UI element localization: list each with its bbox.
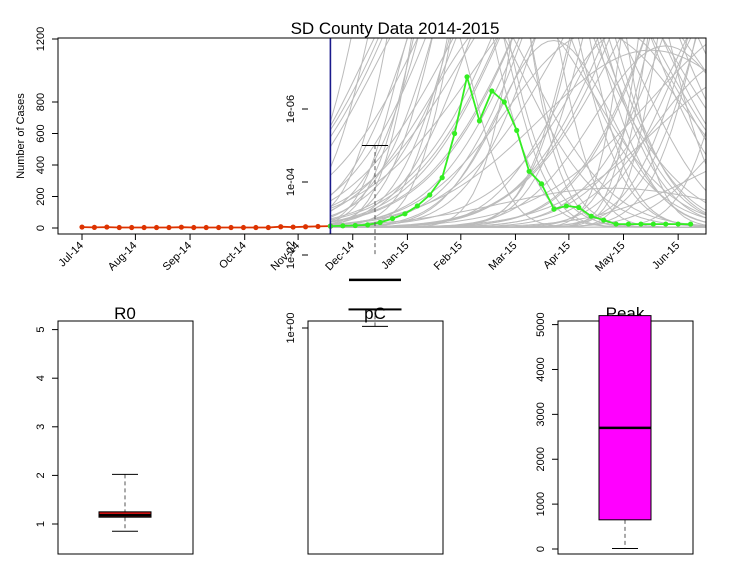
observed-point — [166, 225, 171, 230]
boxplot-r0: R0 1 2 3 4 5 — [35, 304, 193, 554]
y-tick-label: 600 — [35, 124, 47, 142]
forecast_data-point — [688, 221, 693, 226]
observed-point — [92, 225, 97, 230]
forecast_data-point — [353, 223, 358, 228]
forecast_data-point — [464, 74, 469, 79]
main-x-axis: Jul-14 Aug-14 Sep-14 Oct-14 Nov-14 Dec-14 Jan-… — [56, 234, 682, 274]
forecast_data-point — [365, 222, 370, 227]
forecast_data-point — [589, 214, 594, 219]
y-tick-label: 1e+00 — [285, 313, 297, 344]
y-tick-label: 1 — [35, 521, 47, 527]
x-tick-label: Feb-15 — [432, 240, 465, 273]
observed-point — [228, 225, 233, 230]
forecast_data-point — [576, 205, 581, 210]
forecast_data-point — [527, 169, 532, 174]
y-tick-label: 0 — [535, 546, 547, 552]
observed-point — [104, 224, 109, 229]
y-axis-label: Number of Cases — [15, 93, 27, 179]
forecast_data-point — [514, 128, 519, 133]
forecast_data-point — [663, 221, 668, 226]
x-tick-label: Sep-14 — [161, 240, 195, 274]
forecast_data-point — [402, 211, 407, 216]
forecast_data-point — [638, 221, 643, 226]
y-tick-label: 1e-02 — [285, 241, 297, 269]
main-y-axis: 0 200 400 600 800 1200 — [35, 27, 58, 231]
forecast_data-point — [626, 221, 631, 226]
y-tick-label: 3000 — [535, 402, 547, 426]
observed-point — [154, 225, 159, 230]
main-chart-title: SD County Data 2014-2015 — [291, 19, 500, 38]
forecast_data-point — [502, 99, 507, 104]
forecast_data-point — [539, 181, 544, 186]
observed-point — [315, 224, 320, 229]
boxplot-pc-title: pC — [364, 304, 386, 323]
y-tick-label: 1200 — [35, 27, 47, 51]
observed-point — [129, 225, 134, 230]
box — [349, 309, 401, 310]
observed-point — [266, 225, 271, 230]
observed-point — [204, 225, 209, 230]
forecast_data-point — [415, 203, 420, 208]
simulation-curve — [330, 32, 709, 225]
forecast_data-point — [651, 221, 656, 226]
forecast_data-point — [489, 88, 494, 93]
y-tick-label: 0 — [35, 225, 47, 231]
observed-point — [253, 225, 258, 230]
observed-point — [291, 224, 296, 229]
boxplot-pc: pC 1e-06 1e-04 1e-02 1e+00 — [285, 95, 443, 554]
y-tick-label: 200 — [35, 187, 47, 205]
forecast_data-point — [564, 203, 569, 208]
y-tick-label: 4000 — [535, 357, 547, 381]
observed-point — [117, 225, 122, 230]
box — [599, 316, 651, 520]
forecast_data-point — [676, 221, 681, 226]
observed-point — [278, 224, 283, 229]
x-tick-label: Dec-14 — [323, 240, 357, 274]
forecast_data-point — [390, 216, 395, 221]
boxplot-pc-frame — [308, 321, 443, 554]
x-tick-label: May-15 — [593, 240, 627, 274]
x-tick-label: Mar-15 — [486, 240, 519, 273]
y-tick-label: 400 — [35, 156, 47, 174]
observed-point — [191, 225, 196, 230]
x-tick-label: Apr-15 — [541, 240, 573, 272]
y-tick-label: 1000 — [535, 492, 547, 516]
observed-point — [142, 225, 147, 230]
forecast_data-point — [551, 207, 556, 212]
x-tick-label: Jun-15 — [650, 240, 682, 272]
x-tick-label: Aug-14 — [106, 240, 140, 274]
observed-point — [241, 225, 246, 230]
y-tick-label: 4 — [35, 375, 47, 381]
y-tick-label: 5000 — [535, 312, 547, 336]
x-tick-label: Jul-14 — [56, 240, 86, 270]
forecast_data-point — [427, 192, 432, 197]
observed-point — [79, 224, 84, 229]
y-tick-label: 1e-04 — [285, 168, 297, 196]
observed-point — [179, 225, 184, 230]
observed-point — [216, 225, 221, 230]
forecast_data-point — [601, 218, 606, 223]
forecast_data-point — [613, 221, 618, 226]
observed-point — [303, 224, 308, 229]
forecast_data-point — [477, 118, 482, 123]
forecast_data-point — [340, 223, 345, 228]
y-tick-label: 5 — [35, 327, 47, 333]
y-tick-label: 2 — [35, 472, 47, 478]
main-chart: SD County Data 2014-2015 Number of Cases… — [15, 0, 709, 274]
x-tick-label: Oct-14 — [217, 240, 249, 272]
forecast_data-point — [452, 131, 457, 136]
boxplot-r0-title: R0 — [114, 304, 136, 323]
y-tick-label: 3 — [35, 424, 47, 430]
forecast_data-point — [377, 220, 382, 225]
y-tick-label: 800 — [35, 93, 47, 111]
y-tick-label: 2000 — [535, 447, 547, 471]
x-tick-label: Jan-15 — [379, 240, 411, 272]
y-tick-label: 1e-06 — [285, 95, 297, 123]
forecast_data-point — [440, 175, 445, 180]
